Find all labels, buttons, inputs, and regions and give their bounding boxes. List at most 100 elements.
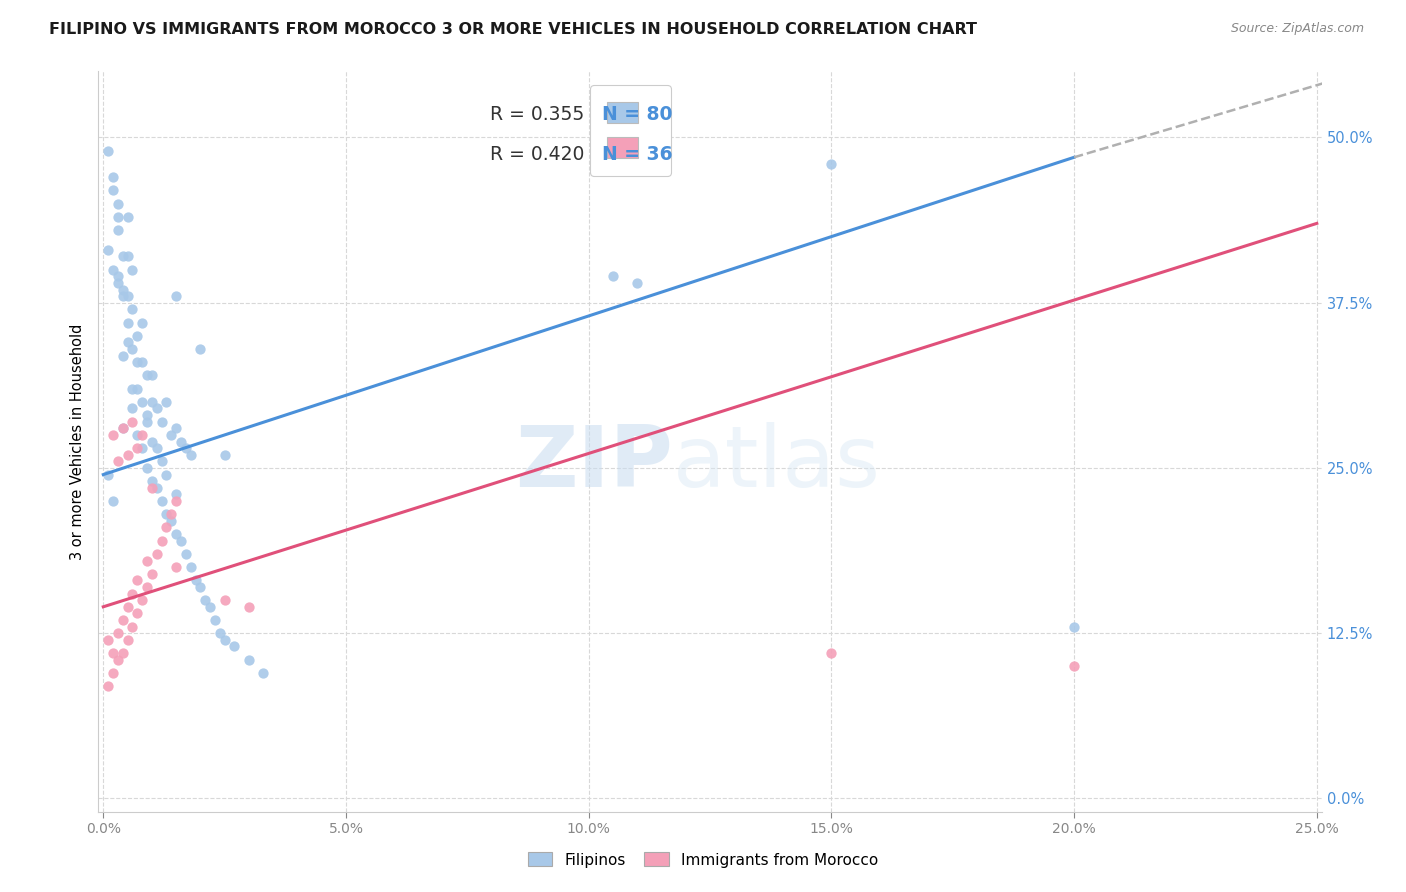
Point [165,289,187,303]
Point [121,415,143,429]
Point [141,566,163,581]
Point [127,574,149,588]
Point [145,441,167,455]
Point [127,607,149,621]
Point [117,448,139,462]
Point [141,434,163,449]
Point [136,368,159,383]
Point [155,508,177,522]
Point [97,144,120,158]
Point [141,368,163,383]
Legend: , : , [589,85,671,176]
Point [111,421,134,435]
Point [107,210,129,224]
Text: R = 0.420: R = 0.420 [489,145,585,164]
Point [117,316,139,330]
Point [127,328,149,343]
Point [107,626,129,640]
Text: R = 0.355: R = 0.355 [489,104,583,124]
Point [145,481,167,495]
Point [97,632,120,647]
Point [136,580,159,594]
Point [127,441,149,455]
Point [101,646,124,660]
Point [127,355,149,369]
Point [602,269,624,284]
Point [111,289,134,303]
Point [150,494,173,508]
Point [180,448,202,462]
Point [1063,659,1085,673]
Point [111,250,134,264]
Point [136,553,159,567]
Point [174,441,197,455]
Point [111,646,134,660]
Point [101,428,124,442]
Point [127,428,149,442]
Point [101,665,124,680]
Point [117,335,139,350]
Point [188,342,212,356]
Point [208,626,231,640]
Point [214,593,236,607]
Point [107,653,129,667]
Point [121,620,143,634]
Point [820,646,842,660]
Point [121,262,143,277]
Point [141,481,163,495]
Point [155,520,177,534]
Point [131,395,153,409]
Point [136,408,159,422]
Point [107,454,129,468]
Point [150,415,173,429]
Point [97,679,120,693]
Point [165,527,187,541]
Point [1063,620,1085,634]
Point [238,599,260,614]
Point [204,613,226,627]
Point [180,560,202,574]
Point [820,157,842,171]
Point [136,415,159,429]
Point [214,448,236,462]
Text: N = 36: N = 36 [602,145,673,164]
Point [141,395,163,409]
Point [101,183,124,197]
Point [127,382,149,396]
Point [165,560,187,574]
Text: Source: ZipAtlas.com: Source: ZipAtlas.com [1230,22,1364,36]
Point [131,428,153,442]
Point [136,461,159,475]
Point [97,243,120,257]
Point [131,355,153,369]
Point [174,547,197,561]
Point [170,434,193,449]
Point [111,613,134,627]
Point [111,283,134,297]
Point [194,593,217,607]
Point [184,574,207,588]
Point [131,593,153,607]
Point [117,250,139,264]
Point [107,276,129,290]
Point [117,599,139,614]
Point [97,467,120,482]
Point [160,508,183,522]
Text: N = 80: N = 80 [602,104,673,124]
Text: ZIP: ZIP [516,422,673,505]
Point [117,632,139,647]
Point [160,514,183,528]
Point [170,533,193,548]
Point [111,349,134,363]
Point [101,262,124,277]
Point [107,196,129,211]
Legend: Filipinos, Immigrants from Morocco: Filipinos, Immigrants from Morocco [522,847,884,873]
Point [145,547,167,561]
Point [121,382,143,396]
Point [117,289,139,303]
Point [626,276,648,290]
Point [131,441,153,455]
Point [101,494,124,508]
Point [121,401,143,416]
Point [111,421,134,435]
